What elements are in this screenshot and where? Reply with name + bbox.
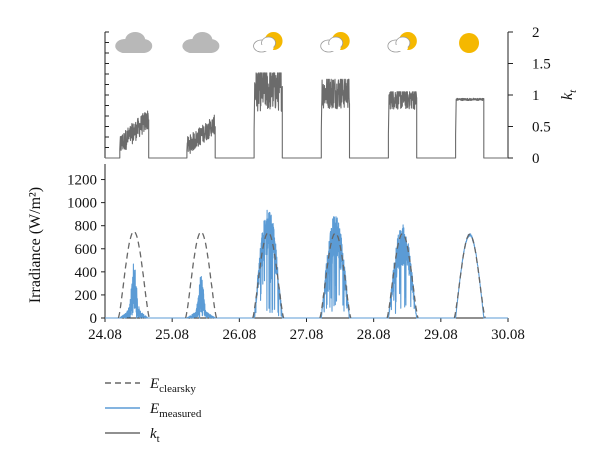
sun-shape: [459, 33, 480, 53]
x-tick-label: 26.08: [222, 327, 256, 343]
clearsky-series-line: [319, 232, 352, 319]
x-tick-label: 30.08: [491, 327, 525, 343]
cloud-shape: [255, 45, 274, 51]
x-tick-label: 25.08: [155, 327, 189, 343]
y-tick-label: 1200: [67, 173, 97, 189]
kt-tick-label: 1: [532, 88, 540, 104]
kt-tick-label: 0: [532, 151, 540, 167]
y-tick-label: 1000: [67, 196, 97, 212]
cloud-shape: [186, 44, 215, 53]
measured-series-line: [105, 209, 508, 319]
kt-tick-label: 0.5: [532, 120, 551, 136]
legend-label-clearsky: Eclearsky: [149, 376, 196, 395]
kt-tick-label: 2: [532, 25, 540, 41]
clearsky-series-line: [184, 231, 218, 319]
kt-series-line: [105, 72, 508, 159]
sun-icon: [459, 33, 480, 53]
legend-label-kt: kt: [150, 426, 160, 445]
cloud-shape: [119, 44, 148, 53]
cloud-shape: [322, 45, 341, 51]
irradiance-panel: 0 200 400 600 800 1000 1200 24.08 25.08 26.08 27.0…: [27, 164, 525, 343]
y-tick-label: 800: [75, 219, 98, 235]
cloud-icon: [182, 32, 220, 53]
x-tick-label: 29.08: [424, 327, 458, 343]
partly-cloudy-icon: [320, 32, 350, 53]
x-tick-label: 27.08: [290, 327, 324, 343]
y-tick-label: 600: [75, 242, 98, 258]
cloud-icon: [115, 32, 153, 53]
kt-axis-title: kt: [559, 89, 579, 100]
x-tick-label: 28.08: [357, 327, 391, 343]
clearsky-series-line: [252, 231, 285, 319]
y-tick-label: 0: [90, 311, 98, 327]
legend-label-measured: Emeasured: [149, 401, 202, 420]
kt-tick-label: 1.5: [532, 57, 551, 73]
cloud-shape: [389, 45, 408, 51]
y-tick-label: 400: [75, 265, 98, 281]
clearsky-series-line: [117, 230, 150, 319]
x-tick-label: 24.08: [88, 327, 122, 343]
clearsky-series-line: [386, 233, 419, 319]
y-tick-label: 200: [75, 288, 98, 304]
partly-cloudy-icon: [387, 32, 417, 53]
kt-panel: 0 0.5 1 1.5 2 kt: [104, 25, 579, 167]
clearsky-series-line: [453, 233, 486, 319]
legend: Eclearsky Emeasured kt: [105, 376, 202, 445]
partly-cloudy-icon: [253, 32, 283, 53]
y-axis-title: Irradiance (W/m²): [27, 187, 44, 303]
